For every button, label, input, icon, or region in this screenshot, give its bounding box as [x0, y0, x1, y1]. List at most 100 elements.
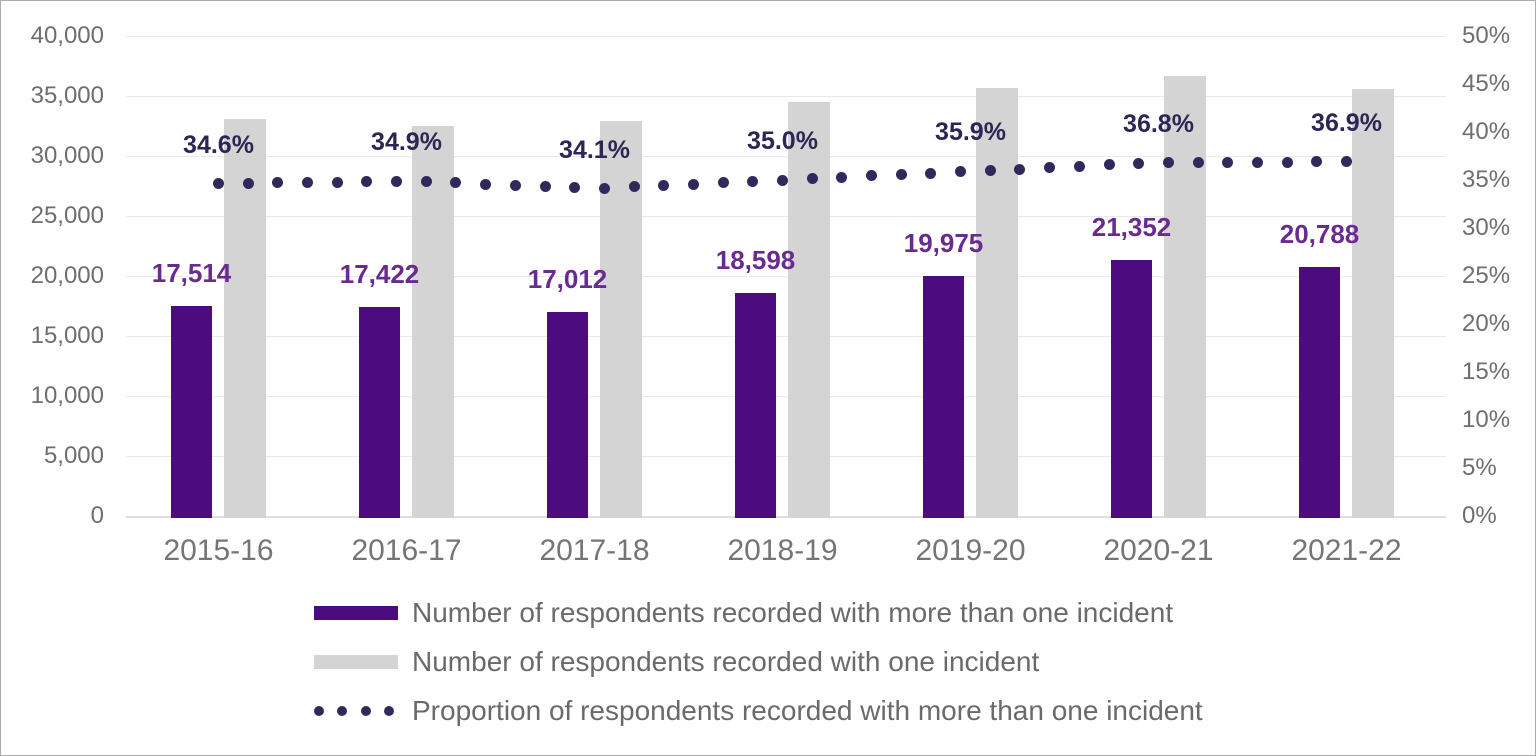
legend-marker	[314, 647, 398, 677]
proportion-value-label: 34.9%	[371, 127, 442, 156]
proportion-dot	[480, 178, 492, 190]
proportion-dot	[1251, 156, 1263, 168]
gridline	[126, 155, 1446, 157]
bar-more-than-one-incident	[171, 305, 212, 518]
proportion-dot	[1311, 156, 1323, 168]
proportion-dot	[1281, 156, 1293, 168]
x-axis-category-label: 2020-21	[1103, 534, 1214, 567]
secondary-axis-tick-label: 0%	[1462, 502, 1497, 529]
y-axis-tick-label: 5,000	[43, 442, 104, 469]
proportion-dot	[242, 177, 254, 189]
proportion-dot	[331, 176, 343, 188]
proportion-dot	[420, 176, 432, 188]
bar-more-than-one-incident	[923, 276, 964, 518]
x-axis-category-label: 2015-16	[163, 534, 274, 567]
proportion-dot	[272, 177, 284, 189]
bar-value-label: 20,788	[1279, 218, 1360, 249]
bar-value-label: 21,352	[1091, 211, 1172, 242]
legend-dot	[314, 706, 324, 716]
proportion-dot	[1103, 159, 1115, 171]
proportion-dot	[1341, 156, 1352, 168]
y-axis-tick-label: 0	[90, 502, 104, 529]
legend-dot	[360, 706, 371, 716]
proportion-value-label: 35.0%	[747, 127, 818, 155]
y-axis-tick-label: 40,000	[30, 22, 104, 49]
proportion-dot	[539, 181, 551, 193]
x-axis-category-label: 2019-20	[915, 534, 1026, 567]
bar-one-incident	[976, 88, 1018, 518]
gridline	[126, 215, 1446, 217]
legend-label-one-incident: Number of respondents recorded with one …	[412, 646, 1040, 677]
secondary-axis-tick-label: 25%	[1462, 262, 1511, 289]
legend-label-more-than-one-incident: Number of respondents recorded with more…	[412, 597, 1174, 628]
proportion-value-label: 36.8%	[1123, 109, 1194, 138]
proportion-dot	[1014, 163, 1026, 175]
proportion-dot	[717, 177, 729, 189]
proportion-dot	[1133, 158, 1145, 170]
legend-dot	[383, 706, 394, 716]
proportion-value-label: 36.9%	[1311, 108, 1382, 137]
bar-more-than-one-incident	[735, 292, 776, 518]
proportion-value-label: 34.6%	[183, 130, 254, 159]
y-axis-tick-label: 10,000	[30, 382, 104, 409]
legend: Number of respondents recorded with more…	[314, 597, 1203, 745]
proportion-dot	[1162, 157, 1174, 169]
bar-one-incident	[1164, 75, 1206, 518]
bar-value-label: 17,514	[151, 257, 232, 288]
proportion-dot	[1192, 157, 1204, 169]
proportion-dot	[213, 178, 224, 190]
proportion-dot	[1222, 156, 1234, 168]
legend-swatch-purple-bar	[314, 606, 398, 620]
bar-value-label: 17,422	[339, 258, 420, 289]
proportion-dot	[777, 174, 788, 186]
proportion-dot	[747, 175, 759, 187]
x-axis-category-label: 2016-17	[351, 534, 462, 567]
proportion-dot	[628, 181, 640, 193]
proportion-dot	[658, 179, 670, 191]
legend-dot	[337, 706, 348, 716]
proportion-dot	[687, 178, 699, 190]
gridline	[126, 395, 1446, 397]
bar-more-than-one-incident	[359, 306, 400, 518]
secondary-axis-tick-label: 35%	[1462, 166, 1511, 193]
x-axis-category-label: 2018-19	[727, 534, 838, 567]
legend-item-more-than-one-incident: Number of respondents recorded with more…	[314, 597, 1203, 628]
bar-value-label: 17,012	[527, 263, 608, 294]
proportion-dot	[836, 171, 848, 183]
legend-dotted-line-marker	[314, 706, 394, 716]
proportion-dot	[391, 175, 403, 187]
x-axis-line	[126, 516, 1446, 518]
y-axis-tick-label: 15,000	[30, 322, 104, 349]
proportion-dot	[509, 179, 521, 191]
proportion-dot	[866, 170, 878, 182]
x-axis-category-label: 2017-18	[539, 534, 650, 567]
proportion-dot	[569, 182, 581, 194]
gridline	[126, 35, 1446, 37]
legend-label-proportion: Proportion of respondents recorded with …	[412, 695, 1203, 726]
x-axis-category-label: 2021-22	[1291, 534, 1402, 567]
y-axis-tick-label: 35,000	[30, 82, 104, 109]
secondary-axis-tick-label: 50%	[1462, 22, 1511, 49]
legend-item-proportion: Proportion of respondents recorded with …	[314, 695, 1203, 726]
secondary-axis-tick-label: 45%	[1462, 70, 1511, 97]
proportion-value-label: 34.1%	[559, 135, 630, 164]
proportion-dot	[302, 176, 314, 188]
bar-one-incident	[788, 101, 830, 518]
bar-value-label: 18,598	[715, 244, 796, 275]
proportion-dot	[925, 167, 937, 179]
bar-more-than-one-incident	[1111, 259, 1152, 518]
proportion-dot	[806, 173, 818, 185]
gridline	[126, 275, 1446, 277]
y-axis-tick-label: 20,000	[30, 262, 104, 289]
bar-one-incident	[412, 126, 454, 518]
secondary-axis-tick-label: 40%	[1462, 118, 1511, 145]
legend-marker	[314, 696, 398, 726]
bar-one-incident	[1352, 89, 1394, 518]
bar-more-than-one-incident	[1299, 266, 1340, 518]
proportion-dot	[1073, 160, 1085, 172]
gridline	[126, 335, 1446, 337]
legend-swatch-gray-bar	[314, 655, 398, 669]
proportion-dot	[1044, 162, 1056, 174]
proportion-dot	[895, 169, 907, 181]
